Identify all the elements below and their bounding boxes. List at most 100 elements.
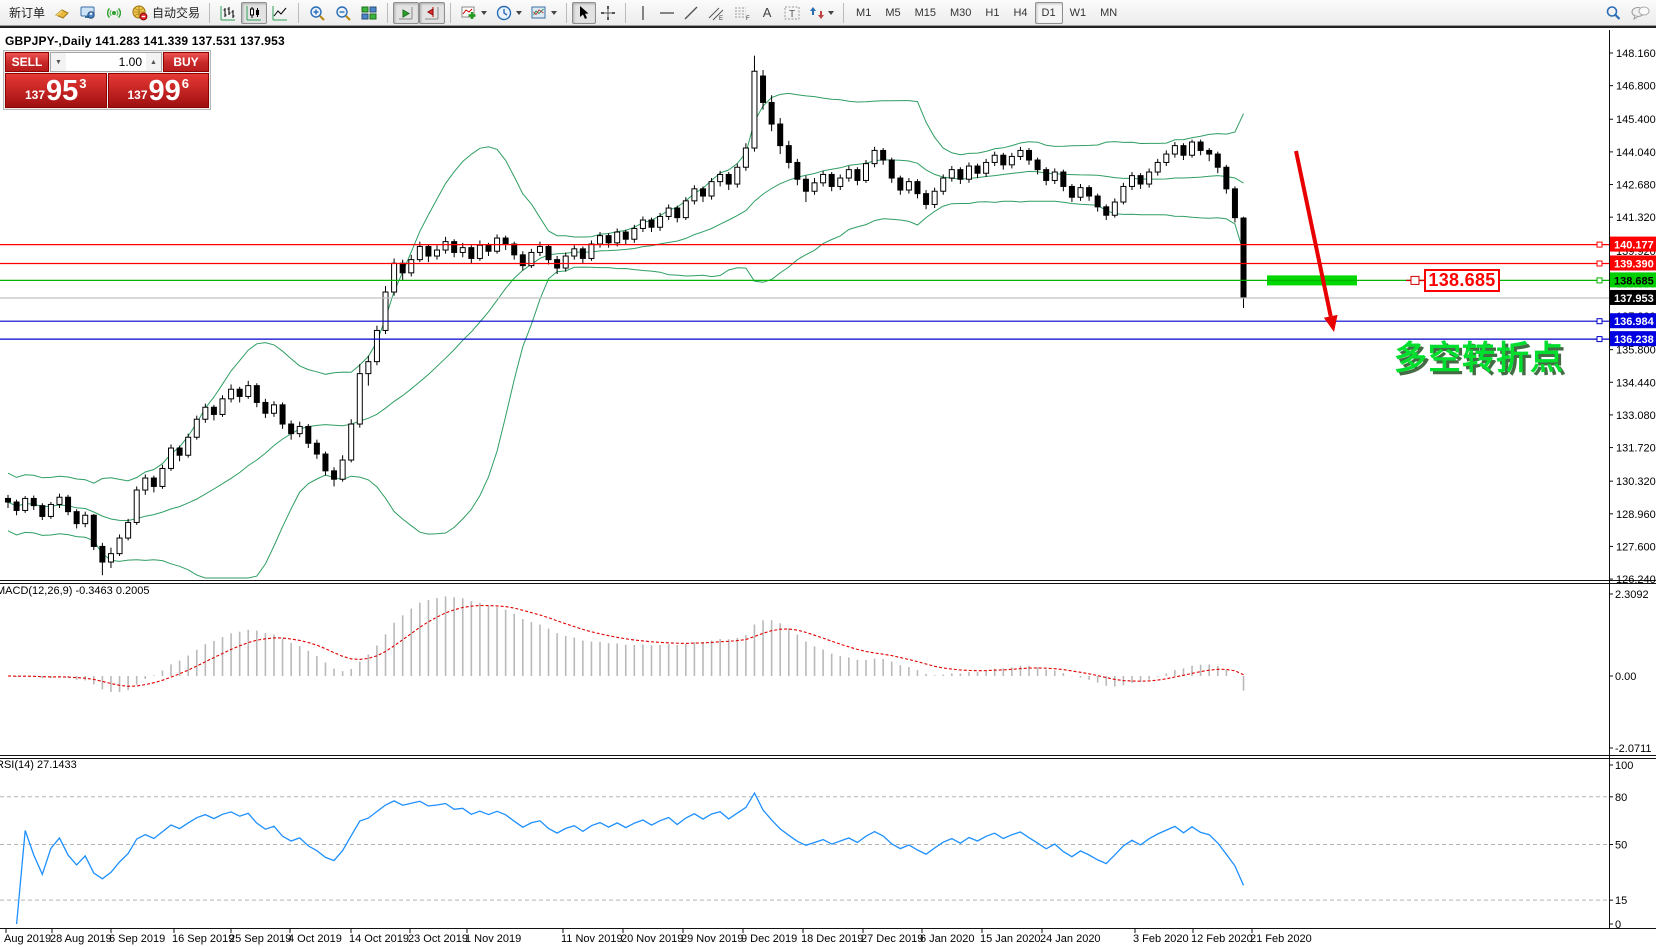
- chevron-down-icon: [481, 10, 488, 15]
- auto-scroll-button[interactable]: [393, 1, 420, 24]
- candle: [820, 173, 827, 184]
- buy-button[interactable]: BUY: [163, 52, 209, 72]
- chevron-down-icon: [516, 10, 523, 15]
- horizontal-line-tool-button[interactable]: [655, 2, 679, 24]
- candle: [519, 254, 526, 267]
- candle: [391, 262, 398, 293]
- search-button[interactable]: [1600, 2, 1626, 24]
- candle: [545, 245, 552, 261]
- candle: [605, 235, 612, 244]
- svg-text:139.390: 139.390: [1614, 258, 1654, 270]
- trendline-tool-button[interactable]: [679, 2, 703, 24]
- candle: [253, 385, 260, 403]
- timeframe-button-m5[interactable]: M5: [885, 6, 901, 19]
- candle: [116, 537, 123, 555]
- candle: [313, 442, 320, 455]
- text-label-icon: T: [784, 6, 800, 20]
- candle: [1051, 171, 1058, 181]
- date-label: 29 Nov 2019: [681, 933, 743, 945]
- volume-increase-button[interactable]: ▲: [146, 53, 161, 71]
- channel-tool-button[interactable]: E: [703, 2, 729, 24]
- sell-price-pip: 3: [79, 76, 87, 91]
- timeframe-button-mn[interactable]: MN: [1100, 6, 1118, 19]
- tile-windows-button[interactable]: [356, 2, 382, 24]
- tile-windows-icon: [361, 6, 377, 19]
- volume-input[interactable]: [66, 53, 146, 71]
- candle: [597, 235, 604, 245]
- fibonacci-tool-button[interactable]: F: [729, 2, 755, 24]
- crosshair-tool-button[interactable]: [596, 2, 620, 24]
- buy-price-button[interactable]: 137 99 6: [107, 73, 209, 108]
- templates-button[interactable]: [526, 2, 561, 24]
- candle: [202, 406, 209, 420]
- timeframe-button-d1[interactable]: D1: [1034, 1, 1063, 24]
- candle: [588, 243, 595, 259]
- candle: [1120, 185, 1127, 203]
- level-callout[interactable]: 138.685: [1424, 269, 1500, 292]
- bar-chart-mode-button[interactable]: [215, 2, 241, 24]
- candle: [434, 249, 440, 257]
- zoom-out-button[interactable]: [330, 2, 356, 24]
- vertical-line-tool-button[interactable]: [631, 2, 655, 24]
- text-tool-button[interactable]: A: [755, 2, 779, 24]
- candle: [133, 489, 140, 523]
- timeframe-button-h1[interactable]: H1: [985, 6, 1000, 19]
- candle: [794, 161, 801, 180]
- indicators-button[interactable]: [456, 2, 491, 24]
- toolbar-separator: [840, 2, 848, 23]
- zoom-out-icon: [336, 5, 351, 21]
- sell-price-button[interactable]: 137 95 3: [5, 73, 107, 108]
- line-handle: [1596, 277, 1603, 284]
- candle: [940, 177, 947, 192]
- timeframe-button-h4[interactable]: H4: [1013, 6, 1028, 19]
- candle: [1240, 217, 1247, 299]
- zoom-in-button[interactable]: [304, 2, 330, 24]
- candle: [768, 101, 775, 125]
- candle: [408, 259, 415, 274]
- signal-button[interactable]: [101, 2, 127, 24]
- sell-button[interactable]: SELL: [5, 52, 49, 72]
- gold-book-icon: [55, 8, 69, 19]
- candle: [279, 404, 286, 425]
- candle: [1103, 206, 1110, 216]
- chat-button[interactable]: [1626, 2, 1654, 24]
- chart-shift-button[interactable]: [419, 1, 446, 24]
- candle: [708, 181, 715, 197]
- terminal-button[interactable]: [75, 2, 101, 24]
- svg-text:2.3092: 2.3092: [1615, 589, 1649, 601]
- arrows-tool-button[interactable]: [805, 2, 838, 24]
- horizontal-line-icon: [660, 11, 675, 14]
- candle: [923, 193, 930, 205]
- candle: [1017, 149, 1024, 157]
- cursor-tool-button[interactable]: [572, 1, 597, 24]
- new-order-button[interactable]: 新订单: [2, 2, 49, 24]
- line-handle: [1596, 241, 1603, 248]
- candle: [185, 436, 192, 456]
- timeframe-button-w1[interactable]: W1: [1069, 6, 1087, 19]
- candle: [1094, 195, 1101, 208]
- volume-decrease-button[interactable]: ▼: [51, 53, 66, 71]
- candle: [30, 497, 37, 507]
- line-chart-mode-button[interactable]: [267, 2, 293, 24]
- candle: [631, 227, 638, 240]
- candle: [897, 177, 904, 191]
- chart-canvas[interactable]: 148.160 146.800 145.400 144.040 142.680 141.3…: [0, 28, 1656, 947]
- candlestick-mode-button[interactable]: [241, 1, 268, 24]
- timeframe-button-m1[interactable]: M1: [856, 6, 872, 19]
- candle: [468, 247, 475, 259]
- chevron-down-icon: [551, 10, 558, 15]
- periods-button[interactable]: [491, 2, 526, 24]
- candle: [1206, 149, 1213, 155]
- turning-point-annotation[interactable]: 多空转折点: [1394, 339, 1564, 376]
- macd-label: MACD(12,26,9) -0.3463 0.2005: [0, 585, 150, 597]
- autotrading-button[interactable]: 自动交易: [127, 2, 204, 24]
- timeframe-button-m30[interactable]: M30: [950, 6, 972, 19]
- candle: [1000, 154, 1007, 166]
- market-watch-button[interactable]: [49, 2, 75, 24]
- candle: [22, 497, 29, 511]
- timeframe-button-m15[interactable]: M15: [914, 6, 936, 19]
- text-label-tool-button[interactable]: T: [779, 2, 805, 24]
- line-handle: [1596, 260, 1603, 267]
- svg-text:140.177: 140.177: [1614, 240, 1654, 252]
- candle: [665, 207, 672, 217]
